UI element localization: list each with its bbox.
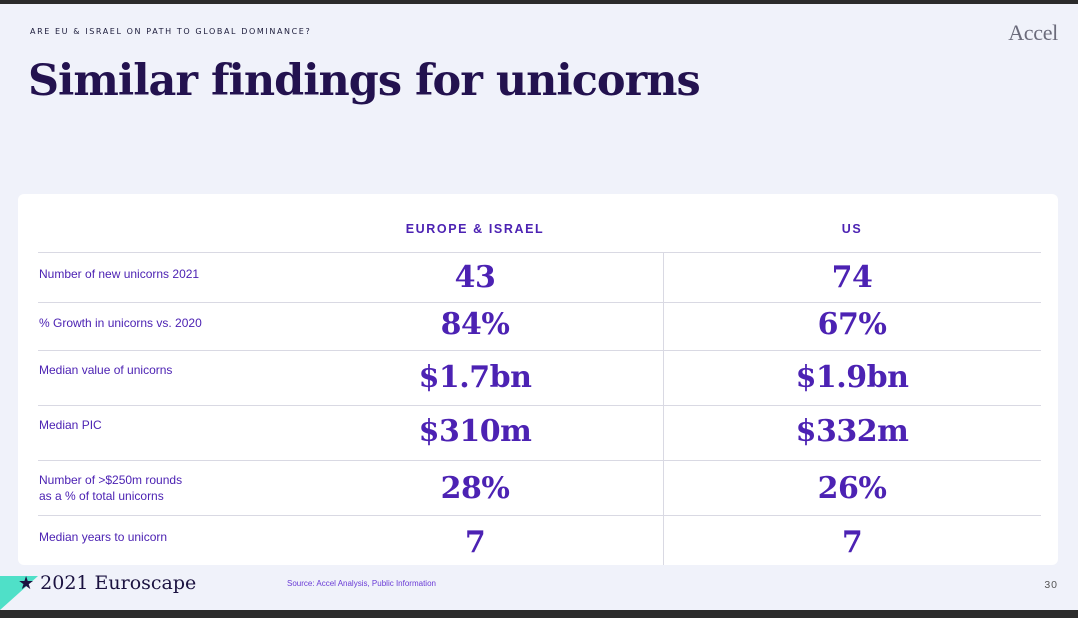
row-label-median-value: Median value of unicorns (39, 363, 173, 377)
row-divider (38, 405, 1041, 406)
value-us-median-pic: $332m (795, 414, 909, 449)
value-us-large-rounds: 26% (817, 471, 887, 506)
value-eu-median-value: $1.7bn (418, 360, 532, 395)
row-divider (38, 460, 1041, 461)
row-label-growth: % Growth in unicorns vs. 2020 (39, 316, 202, 330)
euroscape-logo-text: 2021 Euroscape (40, 572, 197, 594)
row-divider (38, 515, 1041, 516)
column-divider (663, 253, 664, 565)
column-header-us: US (841, 222, 863, 236)
row-label-years-to-unicorn: Median years to unicorn (39, 530, 168, 544)
value-eu-new-unicorns: 43 (454, 260, 496, 295)
header-divider (38, 252, 1041, 253)
page-number: 30 (1044, 579, 1058, 591)
page-title: Similar findings for unicorns (28, 56, 701, 106)
row-label-median-pic: Median PIC (39, 418, 102, 432)
value-us-years-to-unicorn: 7 (841, 525, 863, 560)
column-header-europe-israel: EUROPE & ISRAEL (405, 222, 545, 236)
value-us-median-value: $1.9bn (795, 360, 909, 395)
star-icon: ★ (18, 572, 35, 594)
accel-logo: Accel (1008, 20, 1058, 45)
value-eu-large-rounds: 28% (440, 471, 510, 506)
value-us-growth: 67% (817, 307, 887, 342)
value-eu-years-to-unicorn: 7 (464, 525, 486, 560)
value-eu-median-pic: $310m (418, 414, 532, 449)
row-label-large-rounds: Number of >$250m rounds as a % of total … (39, 473, 183, 503)
row-label-new-unicorns: Number of new unicorns 2021 (39, 267, 200, 281)
row-divider (38, 350, 1041, 351)
value-us-new-unicorns: 74 (831, 260, 873, 295)
row-divider (38, 302, 1041, 303)
source-note: Source: Accel Analysis, Public Informati… (287, 579, 436, 588)
euroscape-logo: ★ 2021 Euroscape (18, 572, 196, 594)
bottom-border (0, 610, 1078, 618)
section-kicker: ARE EU & ISRAEL ON PATH TO GLOBAL DOMINA… (30, 27, 312, 36)
teal-corner-shape (0, 576, 38, 610)
top-border (0, 0, 1078, 4)
value-eu-growth: 84% (440, 307, 510, 342)
comparison-table-card (18, 194, 1058, 565)
